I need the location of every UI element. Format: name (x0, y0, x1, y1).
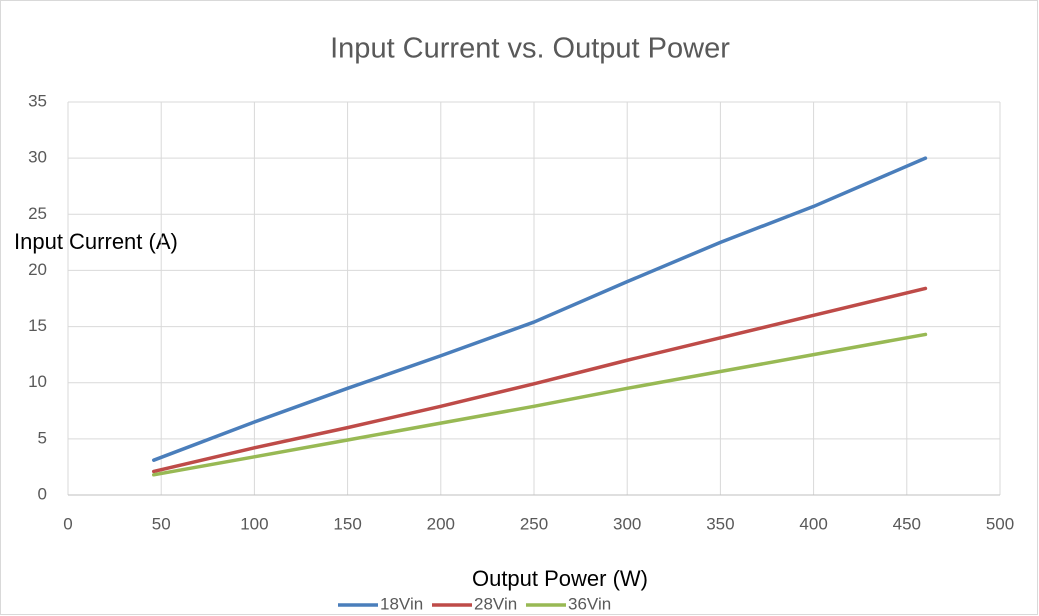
x-tick-label: 100 (240, 514, 268, 533)
x-tick-label: 300 (613, 514, 641, 533)
x-axis-label: Output Power (W) (472, 566, 648, 591)
x-tick-label: 400 (799, 514, 827, 533)
y-axis-label: Input Current (A) (14, 229, 178, 254)
x-tick-label: 0 (63, 514, 72, 533)
y-tick-label: 30 (28, 148, 47, 167)
x-tick-label: 450 (893, 514, 921, 533)
y-tick-label: 35 (28, 91, 47, 110)
y-tick-label: 15 (28, 316, 47, 335)
series-line (151, 332, 928, 477)
chart-title: Input Current vs. Output Power (330, 33, 730, 65)
x-tick-label: 50 (152, 514, 171, 533)
x-tick-label: 150 (333, 514, 361, 533)
legend-label: 28Vin (474, 594, 517, 613)
legend-label: 18Vin (380, 594, 423, 613)
series-line (151, 156, 928, 462)
y-tick-label: 5 (38, 428, 47, 447)
x-tick-label: 500 (986, 514, 1014, 533)
series-line (151, 286, 928, 474)
y-tick-label: 20 (28, 260, 47, 279)
x-tick-label: 250 (520, 514, 548, 533)
legend-label: 36Vin (568, 594, 611, 613)
y-tick-label: 10 (28, 372, 47, 391)
x-tick-label: 350 (706, 514, 734, 533)
y-tick-label: 0 (38, 484, 47, 503)
y-tick-label: 25 (28, 204, 47, 223)
x-tick-label: 200 (427, 514, 455, 533)
